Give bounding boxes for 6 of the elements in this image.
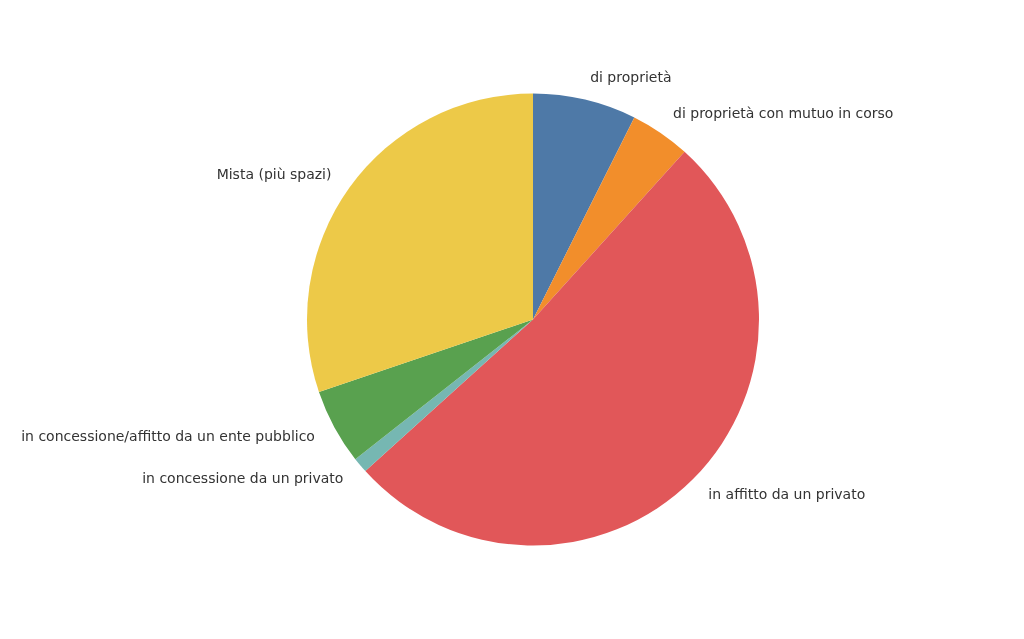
slice-label: in affitto da un privato	[708, 485, 866, 502]
slice-label: in concessione da un privato	[142, 470, 344, 487]
slice-label: Mista (più spazi)	[216, 165, 332, 182]
slice-label: di proprietà con mutuo in corso	[673, 105, 894, 122]
slice-label: di proprietà	[590, 68, 672, 85]
slice-label: in concessione/affitto da un ente pubblico	[21, 428, 315, 445]
